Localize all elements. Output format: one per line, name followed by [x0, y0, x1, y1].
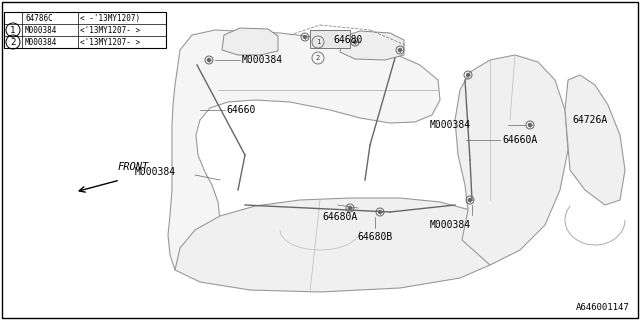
Text: M000384: M000384	[25, 37, 58, 46]
Text: <'13MY1207- >: <'13MY1207- >	[80, 37, 140, 46]
Text: 64660: 64660	[226, 105, 255, 115]
Text: M000384: M000384	[25, 26, 58, 35]
Text: M000384: M000384	[135, 167, 176, 177]
Circle shape	[399, 49, 401, 52]
Polygon shape	[565, 75, 625, 205]
Text: 64680A: 64680A	[323, 212, 358, 222]
Text: 2: 2	[10, 37, 16, 46]
Polygon shape	[222, 28, 278, 55]
Text: 64680B: 64680B	[357, 232, 392, 242]
Polygon shape	[168, 30, 440, 270]
Text: 64680: 64680	[333, 35, 362, 45]
Text: M000384: M000384	[429, 220, 470, 230]
Circle shape	[303, 36, 307, 38]
Polygon shape	[455, 55, 568, 265]
Polygon shape	[340, 31, 404, 60]
Text: 64786C: 64786C	[25, 13, 52, 22]
Text: 1: 1	[10, 26, 16, 35]
Circle shape	[467, 74, 470, 76]
Polygon shape	[175, 198, 495, 292]
Text: 64726A: 64726A	[572, 115, 607, 125]
Text: A646001147: A646001147	[576, 303, 630, 312]
Bar	[4, 12, 166, 48]
Text: FRONT: FRONT	[118, 162, 149, 172]
Text: M000384: M000384	[242, 55, 283, 65]
Circle shape	[353, 41, 356, 44]
Circle shape	[468, 198, 472, 202]
Circle shape	[529, 124, 531, 126]
Circle shape	[207, 59, 211, 61]
Text: M000384: M000384	[430, 120, 471, 130]
Circle shape	[378, 211, 381, 213]
Text: 2: 2	[316, 55, 320, 61]
Text: 64660A: 64660A	[502, 135, 537, 145]
Text: < -'13MY1207): < -'13MY1207)	[80, 13, 140, 22]
Text: 1: 1	[316, 39, 320, 45]
Bar	[310, 30, 350, 48]
Circle shape	[349, 206, 351, 210]
Text: <'13MY1207- >: <'13MY1207- >	[80, 26, 140, 35]
